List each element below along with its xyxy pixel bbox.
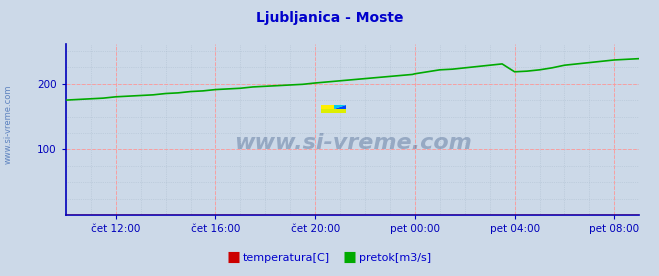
Legend: temperatura[C], pretok[m3/s]: temperatura[C], pretok[m3/s] xyxy=(223,249,436,268)
Text: www.si-vreme.com: www.si-vreme.com xyxy=(234,133,471,153)
Text: www.si-vreme.com: www.si-vreme.com xyxy=(4,84,13,164)
FancyBboxPatch shape xyxy=(321,105,333,109)
FancyBboxPatch shape xyxy=(321,109,346,113)
Polygon shape xyxy=(333,105,346,109)
Polygon shape xyxy=(333,105,346,109)
Text: Ljubljanica - Moste: Ljubljanica - Moste xyxy=(256,11,403,25)
